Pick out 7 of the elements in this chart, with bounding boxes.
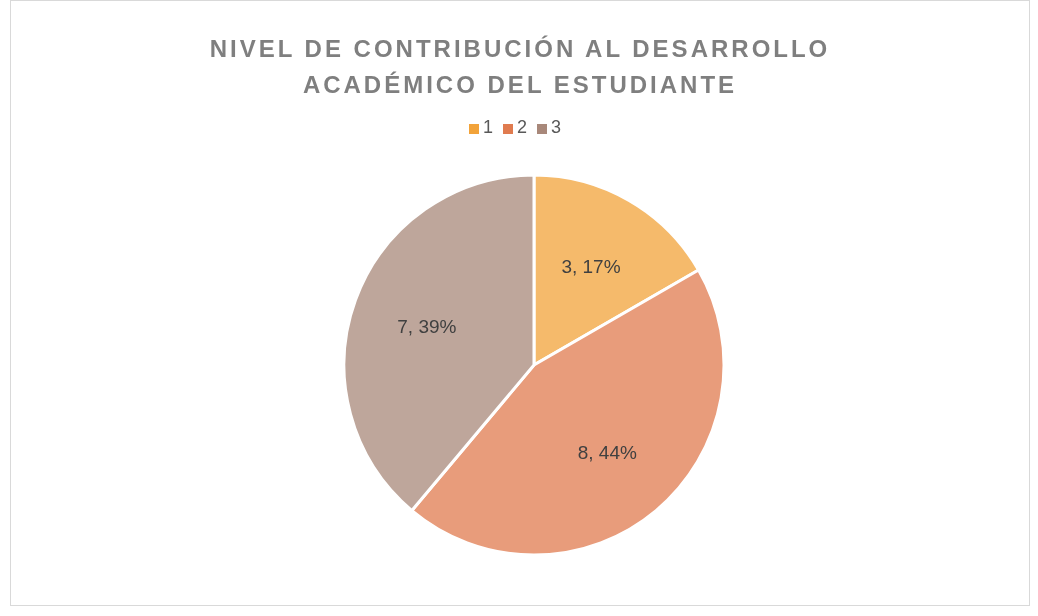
- data-label: 7, 39%: [397, 315, 457, 337]
- data-label: 8, 44%: [577, 441, 637, 463]
- data-label: 3, 17%: [561, 255, 621, 277]
- legend-label: 3: [551, 117, 562, 137]
- legend-label: 1: [482, 117, 493, 137]
- legend-label: 2: [516, 117, 527, 137]
- chart-title: NIVEL DE CONTRIBUCIÓN AL DESARROLLO ACADÉMICO DEL ESTUDIANTE: [208, 34, 832, 100]
